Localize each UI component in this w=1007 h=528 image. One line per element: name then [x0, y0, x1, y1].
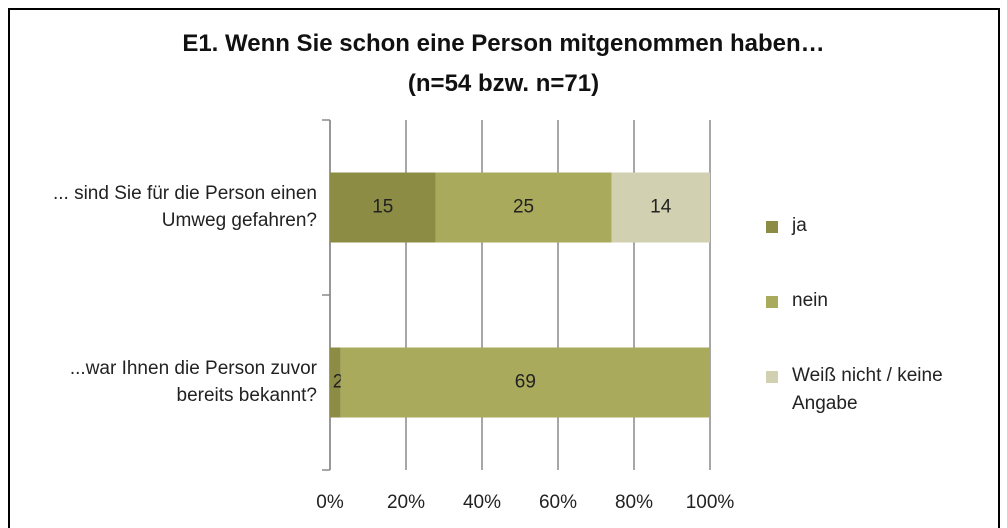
y-tick-label: ... sind Sie für die Person einen Umweg …	[52, 182, 317, 231]
data-label: 15	[372, 197, 393, 218]
data-label: 25	[513, 197, 534, 218]
data-label: 14	[650, 197, 672, 218]
legend-label: nein	[792, 290, 828, 311]
x-tick-label: 100%	[686, 492, 735, 513]
bar-segment	[435, 172, 612, 243]
frame	[8, 8, 1000, 528]
chart-subtitle: (n=54 bzw. n=71)	[407, 70, 600, 97]
data-label: 2	[333, 372, 344, 393]
x-tick-label: 0%	[316, 492, 344, 513]
x-tick-label: 60%	[539, 492, 577, 513]
legend-label: ja	[792, 215, 807, 236]
y-tick-label: ...war Ihnen die Person zuvor bereits be…	[69, 357, 317, 406]
legend-swatch	[766, 296, 778, 308]
legend-swatch	[766, 221, 778, 233]
x-tick-label: 20%	[387, 492, 425, 513]
legend-swatch	[766, 371, 778, 383]
bar-segment	[340, 347, 710, 418]
chart-title: E1. Wenn Sie schon eine Person mitgenomm…	[182, 30, 825, 57]
data-label: 69	[515, 372, 536, 393]
bar-segment	[611, 172, 710, 243]
legend-label: Weiß nicht / keine Angabe	[792, 365, 943, 414]
x-tick-label: 40%	[463, 492, 501, 513]
bar-segment	[330, 347, 341, 418]
bar-segment	[330, 172, 436, 243]
x-tick-label: 80%	[615, 492, 653, 513]
